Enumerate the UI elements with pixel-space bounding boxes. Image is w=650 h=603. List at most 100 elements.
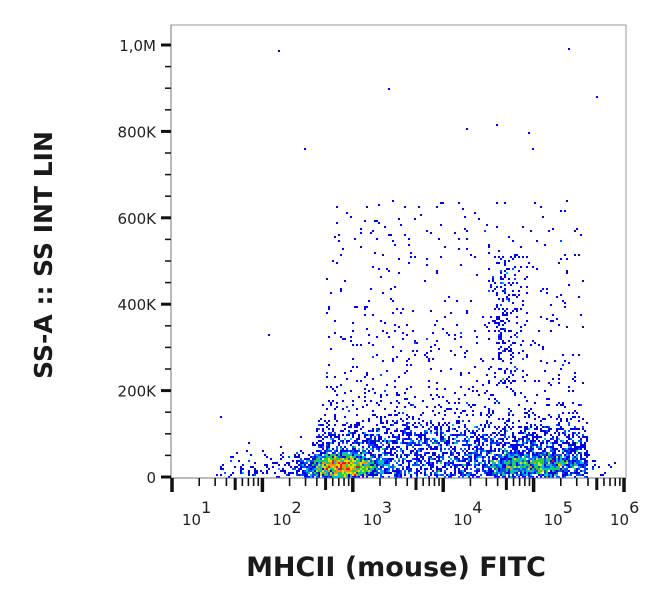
event-dot	[542, 430, 544, 432]
event-dot	[476, 426, 478, 428]
event-dot	[312, 458, 314, 460]
event-dot	[408, 434, 410, 436]
event-dot	[432, 358, 434, 360]
event-dot	[368, 430, 370, 432]
event-dot	[582, 458, 584, 460]
event-dot	[410, 460, 412, 462]
event-dot	[502, 450, 504, 452]
event-dot	[328, 434, 330, 436]
event-dot	[412, 446, 414, 448]
event-dot	[576, 450, 578, 452]
event-dot	[408, 468, 410, 470]
event-dot	[562, 466, 564, 468]
event-dot	[346, 434, 348, 436]
event-dot	[574, 470, 576, 472]
event-dot	[544, 370, 546, 372]
event-dot	[544, 438, 546, 440]
event-dot	[516, 336, 518, 338]
event-dot	[500, 468, 502, 470]
event-dot	[410, 450, 412, 452]
event-dot	[584, 454, 586, 456]
event-dot	[374, 444, 376, 446]
event-dot	[568, 412, 570, 414]
event-dot	[476, 454, 478, 456]
event-dot	[530, 462, 532, 464]
event-dot	[350, 456, 352, 458]
event-dot	[302, 466, 304, 468]
event-dot	[524, 466, 526, 468]
event-dot	[584, 446, 586, 448]
event-dot	[324, 432, 326, 434]
event-dot	[520, 464, 522, 466]
event-dot	[312, 462, 314, 464]
event-dot	[510, 462, 512, 464]
event-dot	[522, 376, 524, 378]
event-dot	[558, 422, 560, 424]
event-dot	[388, 464, 390, 466]
event-dot	[470, 406, 472, 408]
event-dot	[352, 442, 354, 444]
event-dot	[494, 474, 496, 476]
event-dot	[356, 408, 358, 410]
event-dot	[326, 448, 328, 450]
event-dot	[546, 288, 548, 290]
event-dot	[544, 454, 546, 456]
event-dot	[538, 448, 540, 450]
event-dot	[580, 462, 582, 464]
event-dot	[308, 472, 310, 474]
event-dot	[566, 458, 568, 460]
event-dot	[322, 404, 324, 406]
event-dot	[308, 468, 310, 470]
event-dot	[528, 458, 530, 460]
event-dot	[548, 462, 550, 464]
event-dot	[352, 322, 354, 324]
event-dot	[266, 466, 268, 468]
event-dot	[522, 458, 524, 460]
event-dot	[552, 466, 554, 468]
event-dot	[512, 460, 514, 462]
event-dot	[352, 358, 354, 360]
event-dot	[494, 282, 496, 284]
event-dot	[418, 444, 420, 446]
event-dot	[394, 476, 396, 478]
event-dot	[586, 464, 588, 466]
event-dot	[530, 440, 532, 442]
event-dot	[528, 438, 530, 440]
event-dot	[348, 430, 350, 432]
event-dot	[556, 442, 558, 444]
event-dot	[508, 380, 510, 382]
event-dot	[334, 418, 336, 420]
event-dot	[354, 448, 356, 450]
event-dot	[420, 414, 422, 416]
event-dot	[508, 464, 510, 466]
event-dot	[502, 350, 504, 352]
event-dot	[362, 458, 364, 460]
event-dot	[228, 476, 230, 478]
event-dot	[476, 380, 478, 382]
event-dot	[582, 462, 584, 464]
event-dot	[574, 432, 576, 434]
event-dot	[354, 470, 356, 472]
event-dot	[562, 462, 564, 464]
event-dot	[446, 444, 448, 446]
event-dot	[524, 458, 526, 460]
event-dot	[318, 458, 320, 460]
event-dot	[476, 390, 478, 392]
event-dot	[426, 424, 428, 426]
event-dot	[532, 470, 534, 472]
event-dot	[428, 452, 430, 454]
event-dot	[288, 472, 290, 474]
event-dot	[442, 424, 444, 426]
event-dot	[570, 418, 572, 420]
event-dot	[358, 476, 360, 478]
event-dot	[544, 418, 546, 420]
event-dot	[514, 472, 516, 474]
event-dot	[584, 470, 586, 472]
event-dot	[560, 444, 562, 446]
event-dot	[490, 446, 492, 448]
event-dot	[392, 436, 394, 438]
event-dot	[272, 466, 274, 468]
event-dot	[368, 450, 370, 452]
event-dot	[452, 464, 454, 466]
event-dot	[514, 440, 516, 442]
